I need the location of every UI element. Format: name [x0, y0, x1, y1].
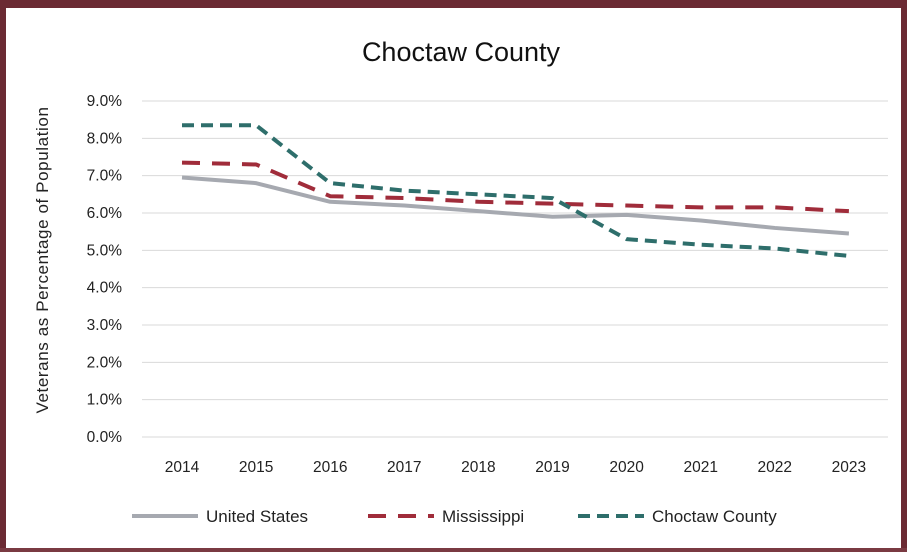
x-tick-label: 2016	[313, 459, 347, 476]
y-tick-label: 1.0%	[87, 392, 123, 409]
y-tick-label: 9.0%	[87, 93, 123, 110]
legend: United States Mississippi Choctaw County	[132, 507, 777, 526]
y-tick-label: 8.0%	[87, 130, 123, 147]
y-tick-label: 2.0%	[87, 354, 123, 371]
series-line-mississippi	[181, 160, 850, 214]
legend-label: Choctaw County	[652, 507, 777, 526]
frame-bottom-border	[0, 548, 907, 552]
gridlines	[142, 100, 888, 438]
legend-label: United States	[206, 507, 308, 526]
x-tick-label: 2021	[683, 459, 717, 476]
x-tick-label: 2015	[239, 459, 273, 476]
series-lines	[181, 123, 850, 258]
y-tick-label: 7.0%	[87, 168, 123, 185]
x-tick-label: 2022	[758, 459, 792, 476]
y-tick-label: 0.0%	[87, 429, 123, 446]
series-line-united-states	[181, 175, 850, 236]
x-tick-label: 2018	[461, 459, 495, 476]
x-tick-label: 2020	[609, 459, 644, 476]
series-line-choctaw-county	[182, 123, 850, 258]
x-tick-label: 2019	[535, 459, 569, 476]
y-tick-labels: 0.0% 1.0% 2.0% 3.0% 4.0% 5.0% 6.0% 7.0% 8.0% 9.0%	[87, 93, 123, 446]
y-tick-label: 4.0%	[87, 280, 123, 297]
x-tick-labels: 2014 2015 2016 2017 2018 2019 2020 2021 2022 2023	[165, 459, 866, 476]
legend-label: Mississippi	[442, 507, 524, 526]
y-tick-label: 6.0%	[87, 205, 123, 222]
y-tick-label: 5.0%	[87, 242, 123, 259]
y-tick-label: 3.0%	[87, 317, 123, 334]
chart-title: Choctaw County	[362, 37, 561, 67]
x-tick-label: 2023	[832, 459, 866, 476]
y-axis-label: Veterans as Percentage of Population	[33, 106, 52, 413]
x-tick-label: 2014	[165, 459, 200, 476]
x-tick-label: 2017	[387, 459, 421, 476]
chart-frame	[6, 8, 901, 550]
